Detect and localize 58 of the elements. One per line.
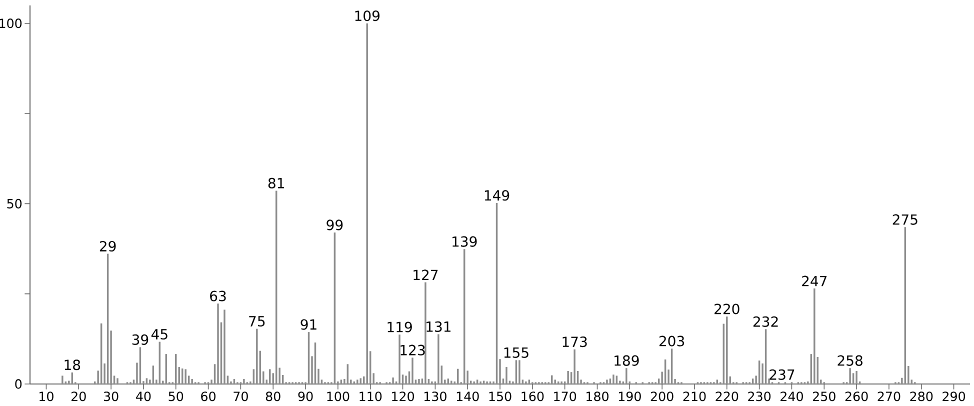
- annotation: 155: [504, 348, 528, 358]
- x-tick-label: 20: [71, 392, 86, 402]
- annotation: 131: [426, 321, 450, 332]
- x-tick-label: 10: [40, 392, 54, 402]
- x-tick-label: 250: [812, 392, 836, 402]
- x-tick-label: 260: [845, 392, 868, 402]
- x-tick-label: 80: [266, 392, 280, 402]
- annotation: 109: [355, 10, 380, 22]
- x-tick-label: 200: [650, 392, 674, 402]
- annotation: 39: [132, 334, 148, 345]
- x-tick-label: 170: [554, 392, 576, 402]
- y-tick-label: 0: [15, 379, 22, 389]
- x-tick-label: 70: [234, 392, 248, 402]
- x-tick-label: 40: [136, 392, 151, 402]
- x-tick-label: 110: [360, 392, 382, 402]
- annotation: 63: [210, 290, 226, 302]
- annotation: 258: [838, 355, 862, 366]
- annotation: 173: [562, 336, 587, 348]
- annotation: 247: [802, 276, 827, 286]
- x-tick-label: 240: [780, 392, 803, 402]
- annotation: 232: [753, 316, 778, 327]
- annotation: 189: [614, 355, 639, 366]
- x-tick-label: 290: [942, 392, 966, 402]
- annotation: 29: [100, 240, 116, 252]
- annotation: 91: [300, 319, 316, 330]
- x-tick-label: 130: [424, 392, 446, 402]
- y-tick-label: 100: [0, 18, 22, 28]
- x-tick-label: 280: [910, 392, 933, 402]
- x-tick-label: 140: [456, 392, 479, 402]
- annotation: 149: [484, 190, 510, 201]
- x-tick-label: 270: [878, 392, 900, 402]
- x-tick-label: 60: [201, 392, 216, 402]
- annotation: 275: [892, 214, 918, 225]
- x-tick-label: 160: [522, 392, 544, 402]
- annotation: 75: [249, 316, 265, 327]
- annotation: 237: [770, 369, 794, 380]
- annotation: 45: [151, 329, 168, 340]
- y-tick-label: 50: [7, 198, 22, 208]
- x-tick-label: 120: [392, 392, 414, 402]
- annotation: 81: [268, 178, 284, 188]
- x-tick-label: 50: [168, 392, 184, 402]
- x-tick-label: 190: [618, 392, 641, 402]
- annotation: 139: [452, 236, 477, 247]
- annotation: 203: [659, 336, 684, 346]
- annotation: 127: [414, 270, 438, 280]
- x-tick-label: 30: [104, 392, 118, 402]
- x-tick-label: 90: [298, 392, 313, 402]
- x-tick-label: 210: [683, 392, 706, 402]
- annotation: 99: [326, 220, 343, 230]
- x-tick-label: 150: [489, 392, 512, 402]
- x-tick-label: 220: [716, 392, 738, 402]
- x-tick-label: 100: [327, 392, 350, 402]
- x-tick-label: 230: [748, 392, 771, 402]
- annotation: 18: [64, 360, 80, 370]
- x-tick-label: 180: [586, 392, 608, 402]
- annotation: 119: [388, 322, 412, 332]
- annotation: 123: [400, 344, 425, 356]
- annotation: 220: [714, 304, 740, 314]
